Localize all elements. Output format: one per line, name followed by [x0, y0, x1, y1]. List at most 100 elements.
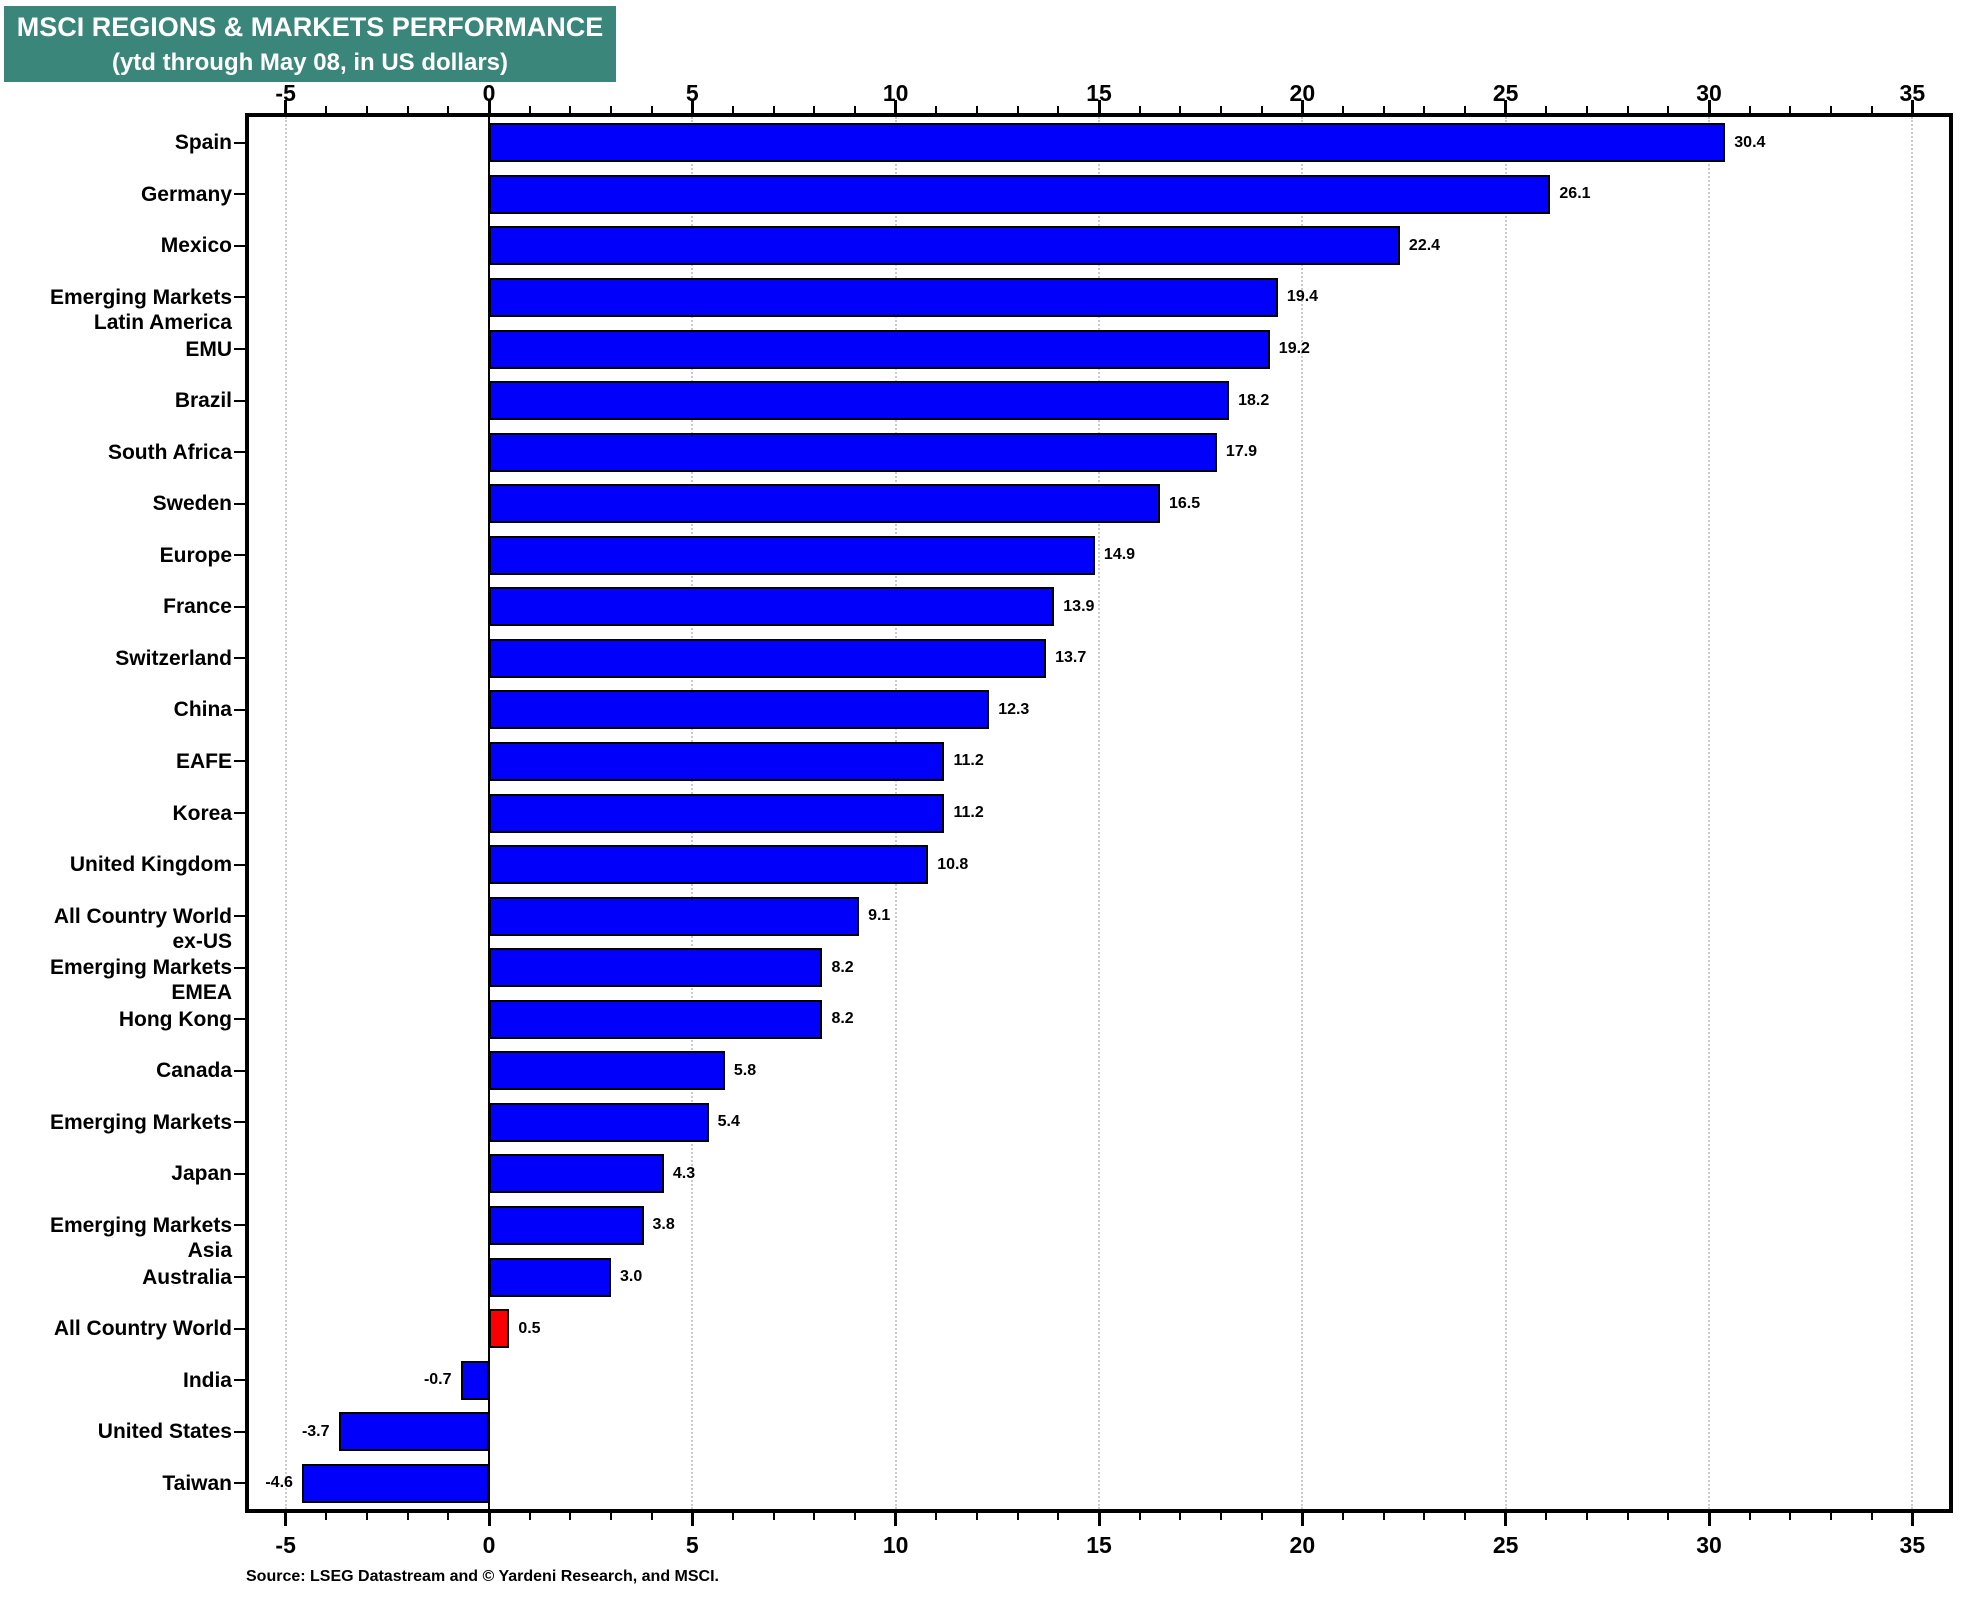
- x-tick-minor-top-8: [813, 106, 816, 113]
- x-axis-label-top-25: 25: [1492, 80, 1519, 106]
- bar-switzerland: [489, 638, 1047, 678]
- category-label-line: United States: [97, 1420, 232, 1444]
- gridline-30: [1708, 117, 1710, 1509]
- x-tick-minor-top-6: [732, 106, 734, 113]
- bar-emerging-markets-emea: [489, 948, 823, 988]
- x-tick-minor-bottom-31: [1748, 1513, 1751, 1520]
- y-tick-emerging-markets-latin-america: [234, 296, 245, 299]
- y-tick-south-africa: [234, 451, 245, 454]
- value-label-united-states: -3.7: [301, 1422, 330, 1440]
- category-label-emerging-markets: Emerging Markets: [0, 1110, 232, 1135]
- category-label-line: Europe: [159, 543, 232, 567]
- x-tick-minor-bottom--3: [366, 1513, 368, 1520]
- x-tick-minor-top-14: [1057, 106, 1060, 113]
- value-label-eafe: 11.2: [953, 752, 984, 770]
- y-tick-hong-kong: [234, 1018, 245, 1021]
- y-tick-france: [234, 605, 245, 608]
- x-tick-minor-bottom--1: [447, 1513, 450, 1520]
- x-tick-minor-bottom-18: [1220, 1513, 1222, 1520]
- value-label-mexico: 22.4: [1408, 236, 1441, 254]
- category-label-switzerland: Switzerland: [0, 646, 232, 671]
- category-label-line: EAFE: [175, 749, 232, 773]
- x-tick-minor-top-7: [772, 106, 775, 113]
- x-axis-label-bottom-15: 15: [1086, 1532, 1112, 1558]
- x-tick-minor-bottom-33: [1830, 1513, 1832, 1520]
- category-label-line: Switzerland: [115, 646, 232, 670]
- x-axis-label-bottom-5: 5: [685, 1532, 699, 1558]
- x-tick-minor-top-18: [1220, 106, 1222, 113]
- source-note: Source: LSEG Datastream and © Yardeni Re…: [246, 1568, 719, 1585]
- x-tick-minor-bottom-23: [1423, 1513, 1426, 1520]
- category-label-korea: Korea: [0, 801, 232, 826]
- category-label-japan: Japan: [0, 1161, 232, 1186]
- bar-spain: [489, 123, 1726, 163]
- x-tick-minor-bottom-16: [1138, 1513, 1141, 1520]
- category-label-line: Emerging Markets: [49, 1110, 232, 1134]
- bar-china: [489, 690, 990, 730]
- x-axis-label-top-0: 0: [482, 80, 496, 106]
- bar-emerging-markets: [489, 1102, 709, 1142]
- y-tick-germany: [234, 193, 245, 196]
- category-label-line: Asia: [187, 1238, 232, 1262]
- x-tick-major-bottom-20: [1300, 1513, 1304, 1526]
- y-tick-korea: [234, 812, 245, 814]
- category-label-line: Australia: [142, 1265, 232, 1289]
- value-label-china: 12.3: [998, 700, 1030, 718]
- x-axis-label-bottom-20: 20: [1289, 1532, 1316, 1558]
- x-axis-label-top-5: 5: [685, 80, 699, 106]
- category-label-mexico: Mexico: [0, 233, 232, 258]
- x-tick-minor-top-21: [1342, 106, 1344, 113]
- x-tick-major-top-5: [690, 100, 694, 113]
- gridline-25: [1504, 117, 1507, 1509]
- x-tick-minor-top-31: [1748, 106, 1751, 113]
- x-tick-minor-top-17: [1179, 106, 1182, 113]
- bar-eafe: [489, 741, 945, 781]
- x-axis-label-bottom-35: 35: [1899, 1532, 1926, 1558]
- category-label-france: France: [0, 594, 232, 619]
- value-label-japan: 4.3: [672, 1164, 696, 1182]
- x-tick-minor-bottom-28: [1626, 1513, 1629, 1520]
- bar-australia: [489, 1257, 611, 1297]
- bar-emerging-markets-latin-america: [489, 277, 1278, 317]
- bar-emu: [489, 329, 1270, 369]
- category-label-emerging-markets-latin-america: Emerging Markets Latin America: [0, 285, 232, 335]
- x-axis-label-bottom--5: -5: [275, 1532, 296, 1558]
- x-tick-minor-top-34: [1870, 106, 1873, 113]
- x-tick-minor-bottom-13: [1016, 1513, 1019, 1520]
- gridline--5: [284, 117, 287, 1509]
- x-axis-label-top-15: 15: [1086, 80, 1112, 106]
- category-label-line: Hong Kong: [118, 1007, 232, 1031]
- plot-frame: [245, 113, 1953, 1513]
- x-tick-minor-bottom-1: [528, 1513, 531, 1520]
- x-axis-label-bottom-0: 0: [482, 1532, 496, 1558]
- category-label-emerging-markets-emea: Emerging Markets EMEA: [0, 955, 232, 1005]
- x-tick-major-top-10: [894, 100, 898, 113]
- x-tick-minor-top-4: [650, 106, 653, 113]
- category-label-line: Emerging Markets: [49, 956, 232, 980]
- x-tick-minor-top-23: [1423, 106, 1426, 113]
- x-tick-minor-bottom-11: [935, 1513, 938, 1520]
- bar-mexico: [489, 226, 1400, 266]
- category-label-line: United Kingdom: [69, 853, 232, 877]
- x-tick-major-top-30: [1707, 100, 1711, 113]
- x-tick-minor-bottom-27: [1586, 1513, 1588, 1520]
- x-tick-minor-bottom-14: [1057, 1513, 1060, 1520]
- bar-united-states: [338, 1412, 489, 1452]
- category-label-emerging-markets-asia: Emerging Markets Asia: [0, 1213, 232, 1263]
- x-tick-minor-top-12: [976, 106, 978, 113]
- bar-hong-kong: [489, 999, 823, 1039]
- x-tick-major-bottom-30: [1707, 1513, 1711, 1526]
- x-tick-major-bottom-10: [894, 1513, 898, 1526]
- category-label-line: Latin America: [93, 310, 232, 334]
- y-tick-taiwan: [234, 1482, 245, 1485]
- x-tick-minor-top--1: [447, 106, 450, 113]
- category-label-sweden: Sweden: [0, 491, 232, 516]
- category-label-line: Canada: [156, 1059, 232, 1083]
- value-label-australia: 3.0: [620, 1268, 643, 1285]
- x-tick-minor-bottom-24: [1464, 1513, 1466, 1520]
- value-label-south-africa: 17.9: [1225, 443, 1258, 461]
- value-label-all-country-world-ex-us: 9.1: [868, 907, 891, 925]
- value-label-korea: 11.2: [953, 804, 984, 821]
- y-tick-spain: [234, 141, 245, 144]
